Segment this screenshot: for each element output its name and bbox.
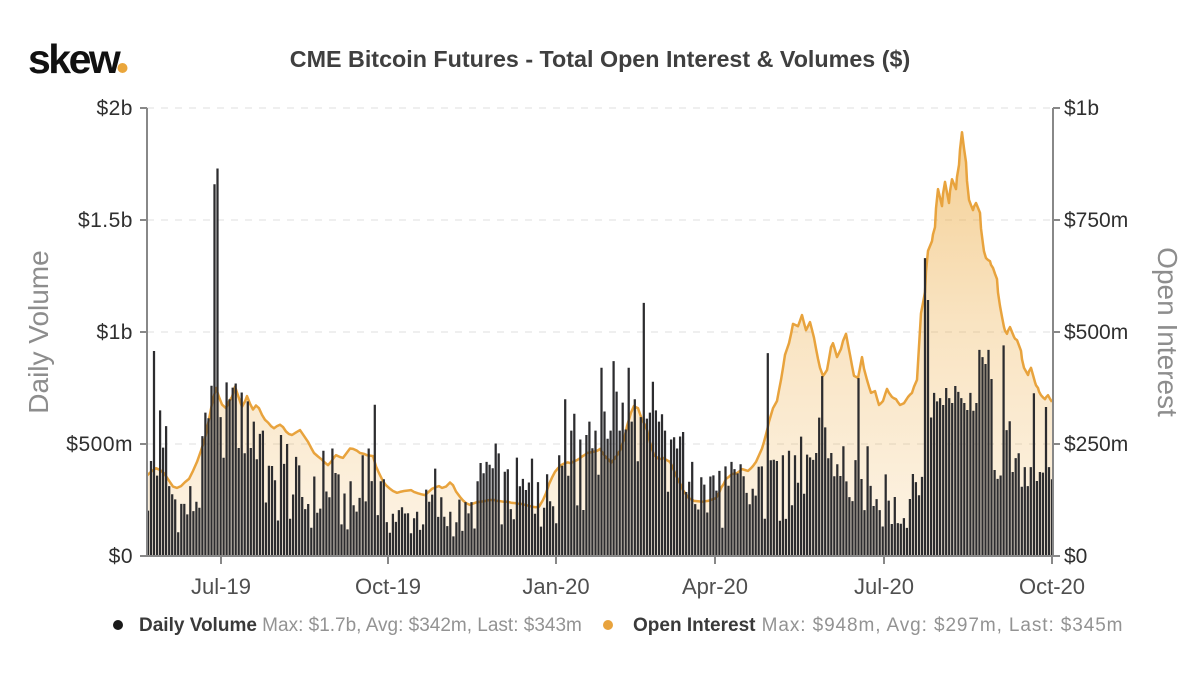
svg-text:Jul-19: Jul-19 (191, 574, 251, 599)
svg-text:$750m: $750m (1064, 209, 1128, 232)
svg-text:CME Bitcoin Futures - Total Op: CME Bitcoin Futures - Total Open Interes… (290, 46, 910, 72)
svg-text:$500m: $500m (66, 433, 133, 456)
svg-text:$1b: $1b (96, 321, 133, 344)
svg-text:$1b: $1b (1064, 97, 1099, 120)
svg-text:Open Interest Max: $948m, Avg:: Open Interest Max: $948m, Avg: $297m, La… (633, 615, 1123, 636)
svg-text:Oct-19: Oct-19 (355, 574, 421, 599)
svg-text:$250m: $250m (1064, 433, 1128, 456)
svg-text:skew: skew (28, 36, 121, 82)
svg-text:$500m: $500m (1064, 321, 1128, 344)
svg-text:Open Interest: Open Interest (1152, 247, 1183, 417)
svg-text:$2b: $2b (96, 97, 133, 120)
svg-text:Daily Volume Max: $1.7b, Avg:: Daily Volume Max: $1.7b, Avg: $342m, Las… (139, 615, 582, 636)
svg-text:Oct-20: Oct-20 (1019, 574, 1085, 599)
svg-text:$0: $0 (109, 545, 133, 568)
svg-text:Apr-20: Apr-20 (682, 574, 748, 599)
svg-text:$0: $0 (1064, 545, 1087, 568)
svg-text:Daily Volume: Daily Volume (23, 250, 54, 413)
svg-text:$1.5b: $1.5b (78, 209, 133, 232)
svg-text:Jul-20: Jul-20 (854, 574, 914, 599)
svg-text:Jan-20: Jan-20 (522, 574, 589, 599)
